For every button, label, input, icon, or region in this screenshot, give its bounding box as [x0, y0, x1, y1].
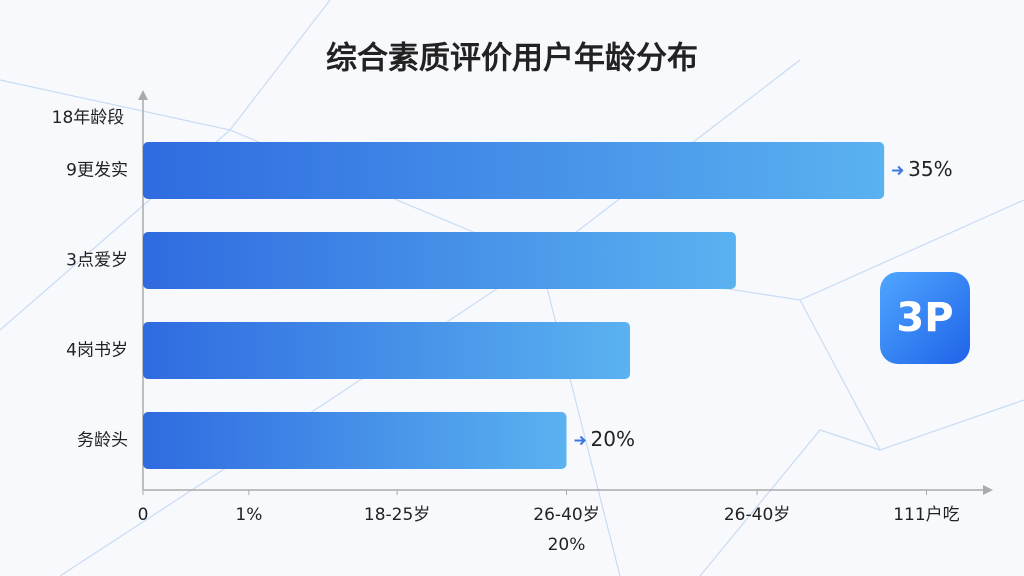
- bar: [143, 142, 885, 199]
- category-label: 9更发实: [66, 161, 128, 181]
- badge-text: 3P: [896, 295, 953, 341]
- value-label: 35%: [908, 157, 952, 181]
- bar: [143, 322, 631, 379]
- x-axis-arrow: [983, 485, 993, 495]
- x-tick-label: 26-40岁: [533, 505, 599, 525]
- x-tick-label: 0: [138, 505, 149, 525]
- value-arrow: [574, 435, 586, 446]
- x-tick-label: 26-40岁: [724, 505, 790, 525]
- chart-title: 综合素质评价用户年龄分布: [326, 41, 698, 77]
- value-label: 20%: [591, 427, 635, 451]
- category-label: 务龄头: [77, 431, 128, 451]
- category-label: 3点爱岁: [66, 251, 128, 271]
- bar: [143, 232, 736, 289]
- bar: [143, 412, 567, 469]
- x-tick-label: 18-25岁: [364, 505, 430, 525]
- badge: [880, 272, 970, 364]
- x-tick-label: 111户吃: [893, 505, 959, 525]
- y-axis-label: 18年龄段: [52, 108, 125, 128]
- x-note: 20%: [548, 535, 586, 555]
- category-label: 4岗书岁: [66, 341, 128, 361]
- value-arrow: [892, 165, 904, 176]
- y-axis-arrow: [138, 90, 148, 100]
- x-tick-label: 1%: [235, 505, 262, 525]
